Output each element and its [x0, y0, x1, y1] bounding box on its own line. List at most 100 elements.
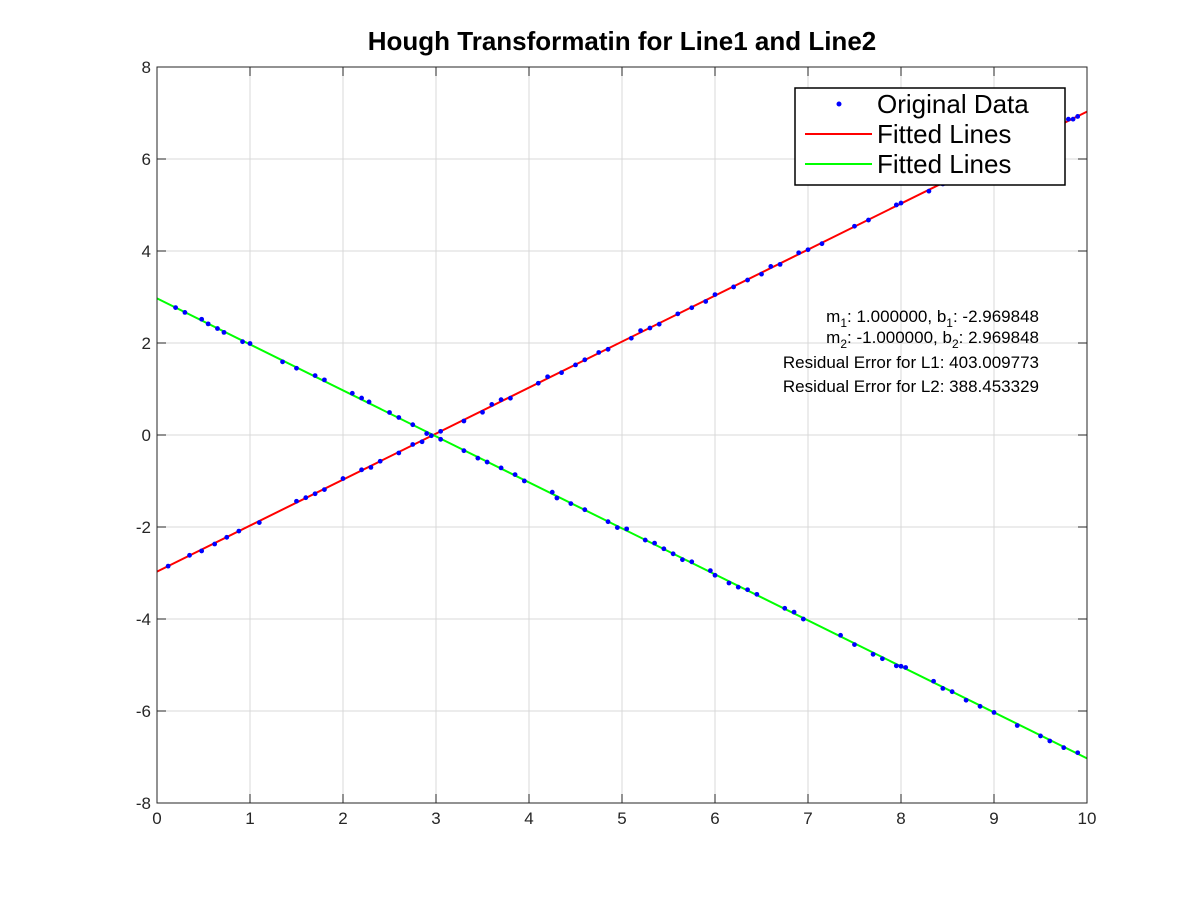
data-point [438, 436, 444, 442]
data-point [419, 439, 425, 445]
data-point [777, 261, 783, 267]
data-point [199, 316, 205, 322]
data-point [573, 362, 578, 368]
data-point [800, 616, 806, 622]
x-tick-label: 7 [803, 809, 812, 828]
data-point [387, 410, 392, 415]
x-tick-label: 0 [152, 809, 161, 828]
data-point [735, 584, 741, 590]
y-tick-labels: -8 -6 -4 -2 0 2 4 6 8 [136, 58, 151, 813]
data-point [366, 399, 372, 405]
y-tick-label: -2 [136, 518, 151, 537]
legend-label-fitted-lines-2: Fitted Lines [877, 149, 1011, 179]
y-tick-label: 2 [142, 334, 151, 353]
data-point [647, 325, 653, 331]
data-point [312, 373, 318, 379]
data-point [712, 292, 718, 298]
data-point [838, 632, 843, 638]
data-point [656, 321, 662, 327]
data-point [759, 271, 764, 277]
data-point [215, 326, 220, 331]
data-point [461, 418, 467, 424]
data-point [898, 200, 904, 206]
x-tick-label: 1 [245, 809, 254, 828]
data-point [224, 534, 230, 540]
data-point [1066, 116, 1071, 122]
annotation-block: m1: 1.000000, b1: -2.969848 m2: -1.00000… [783, 307, 1039, 396]
data-point [322, 487, 327, 493]
data-point [852, 223, 857, 229]
data-point [1061, 745, 1067, 751]
data-point [703, 299, 709, 304]
x-tick-label: 2 [338, 809, 347, 828]
fitted-line-1 [156, 110, 1088, 573]
data-point [199, 548, 205, 554]
data-point [484, 459, 490, 465]
data-point [1075, 114, 1081, 119]
data-point [768, 264, 774, 269]
data-point [173, 305, 179, 311]
x-tick-labels: 0 1 2 3 4 5 6 7 8 9 10 [152, 809, 1096, 828]
data-point [712, 572, 718, 578]
data-point [675, 311, 681, 317]
data-point [1038, 733, 1043, 739]
data-point [294, 365, 299, 371]
data-point [461, 448, 467, 454]
data-point [247, 341, 253, 346]
data-point [280, 359, 285, 365]
data-point [596, 350, 602, 355]
data-point [396, 415, 402, 420]
data-point [977, 703, 983, 709]
data-point [796, 250, 802, 256]
data-point [554, 495, 560, 501]
data-point [680, 557, 685, 563]
chart-title: Hough Transformatin for Line1 and Line2 [368, 26, 877, 56]
data-point [498, 397, 504, 403]
data-point [498, 465, 504, 471]
data-point [545, 374, 550, 380]
data-point [1075, 750, 1081, 756]
data-point [303, 495, 309, 501]
ticks [156, 66, 1088, 804]
data-point [377, 458, 383, 464]
annotation-line1: m1: 1.000000, b1: -2.969848 [826, 307, 1039, 330]
data-point [726, 580, 732, 586]
data-point [359, 395, 364, 401]
data-point [991, 710, 997, 715]
data-point [438, 428, 444, 434]
data-point [689, 305, 695, 311]
data-point [582, 357, 588, 363]
data-point [870, 651, 876, 657]
data-point [182, 310, 188, 315]
x-tick-label: 10 [1078, 809, 1097, 828]
data-point [898, 663, 904, 669]
x-tick-label: 9 [989, 809, 998, 828]
y-tick-label: 8 [142, 58, 151, 77]
y-tick-label: 4 [142, 242, 151, 261]
data-point [322, 377, 327, 383]
data-point [661, 546, 667, 552]
data-point [512, 472, 518, 478]
data-point [819, 241, 825, 247]
data-point [340, 476, 346, 481]
data-point [940, 685, 946, 691]
data-point [187, 552, 192, 558]
data-point [926, 188, 932, 194]
data-point [212, 541, 218, 547]
data-point [605, 346, 611, 352]
data-point [745, 587, 750, 593]
data-point [508, 395, 513, 401]
data-point [614, 525, 620, 530]
data-point [745, 277, 750, 283]
data-point [605, 519, 611, 525]
data-point [852, 642, 857, 648]
data-point [707, 568, 713, 574]
data-point [480, 409, 485, 415]
data-point [893, 663, 899, 669]
data-point [791, 609, 797, 615]
data-point [221, 329, 227, 335]
y-tick-label: 0 [142, 426, 151, 445]
data-point [549, 489, 555, 495]
data-point [963, 697, 969, 703]
